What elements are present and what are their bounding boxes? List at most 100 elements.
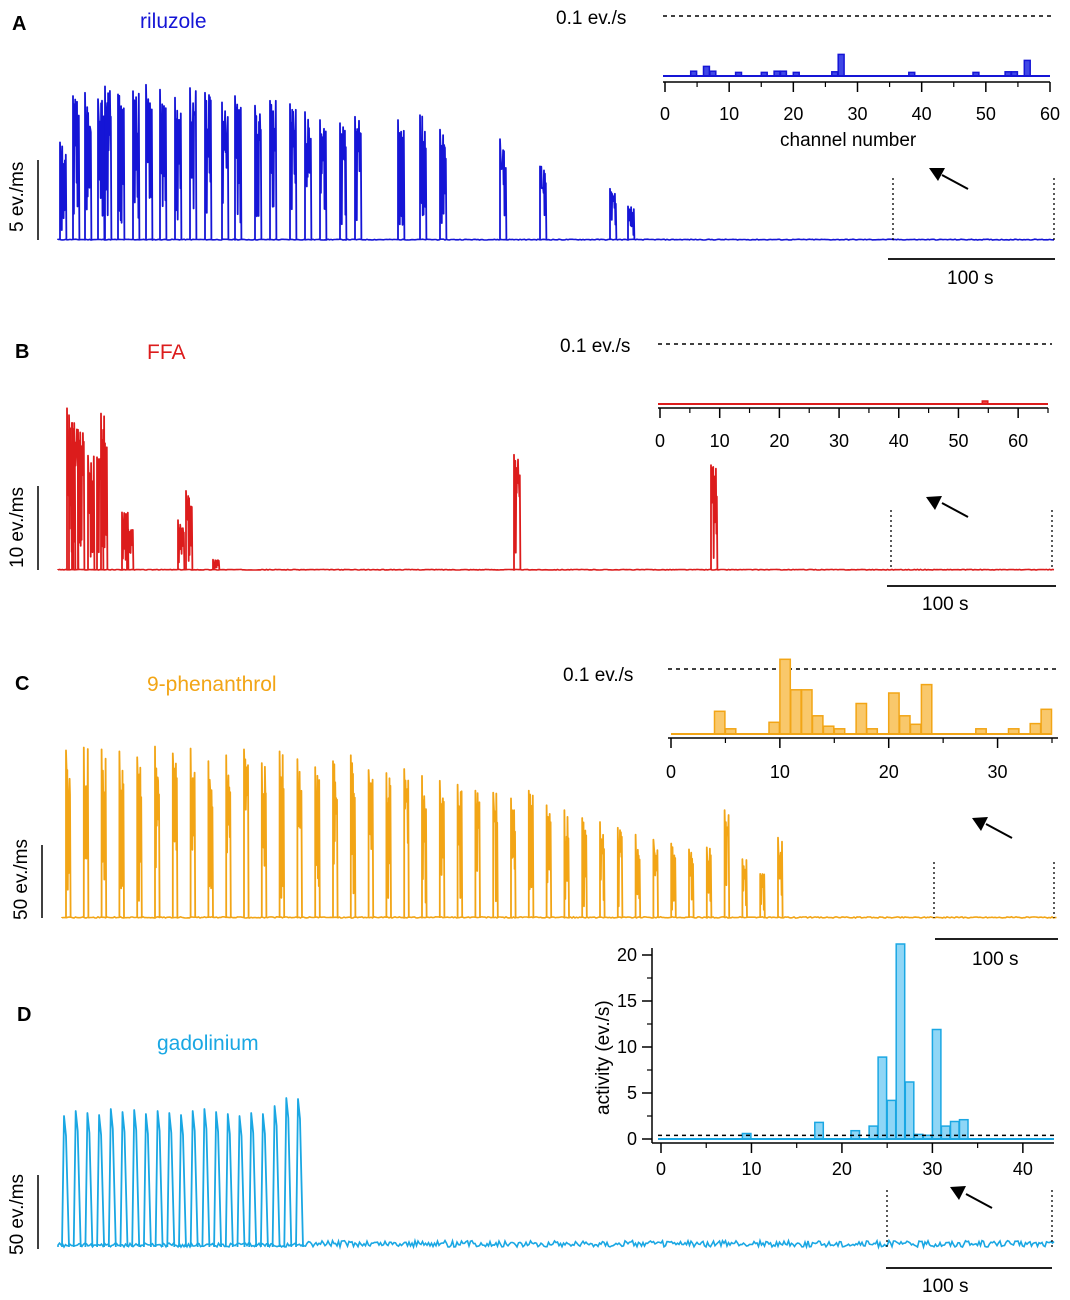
- spike: [166, 1112, 176, 1248]
- spike: [201, 1108, 211, 1248]
- spike: [527, 789, 535, 919]
- inset-bar: [713, 710, 726, 735]
- inset-a-reference-label: 0.1 ev./s: [556, 8, 626, 29]
- spike: [72, 1110, 82, 1248]
- inset-bar: [789, 689, 802, 735]
- inset-a-xlabel: channel number: [780, 130, 917, 151]
- spike: [224, 1113, 234, 1248]
- spike: [213, 1111, 222, 1248]
- spike: [609, 187, 618, 241]
- amplitude-scale-label-b: 10 ev./ms: [7, 487, 28, 568]
- spike: [61, 1115, 70, 1248]
- spike: [145, 83, 154, 241]
- spike: [97, 98, 106, 241]
- title-riluzole: riluzole: [140, 10, 207, 33]
- amplitude-scale-label-c: 50 ev./ms: [11, 839, 32, 920]
- spike: [710, 464, 719, 571]
- inset-d-ylabel: activity (ev./s): [593, 1000, 614, 1115]
- spike: [100, 748, 108, 919]
- inset-a-bars: [689, 53, 1031, 77]
- title-ffa: FFA: [147, 341, 186, 364]
- trace-baseline: [57, 568, 1055, 571]
- spike: [295, 1098, 304, 1248]
- spike: [289, 103, 298, 241]
- panel-b: B FFA 10 ev./ms 100 s 0.1 ev./s 0 10 20 30 4…: [7, 336, 1056, 615]
- inset-b-x-ticks: 0 10 20 30 40 50 60: [655, 408, 1049, 451]
- spike: [65, 749, 72, 919]
- x-tick-label: 60: [1040, 104, 1060, 124]
- spike: [419, 114, 428, 241]
- x-tick-label: 40: [889, 431, 909, 451]
- inset-bar: [855, 702, 868, 735]
- spike: [367, 769, 375, 919]
- arrow-head-c: [972, 817, 988, 831]
- spike: [513, 453, 522, 571]
- spike: [741, 858, 748, 919]
- inset-d-x-ticks: 0 10 20 30 40: [656, 1143, 1033, 1179]
- arrow-head-a: [929, 168, 945, 181]
- inset-bar: [822, 725, 835, 735]
- panel-letter-a: A: [12, 13, 26, 35]
- panel-d: D gadolinium 50 ev./ms 100 s 0 5 10 15 20 ac…: [7, 943, 1055, 1297]
- time-scale-label-d: 100 s: [922, 1276, 968, 1297]
- spike: [283, 1097, 293, 1248]
- spike: [131, 1109, 141, 1248]
- spike: [670, 842, 677, 919]
- spike: [599, 821, 606, 919]
- trace-c: [61, 745, 1057, 919]
- title-gadolinium: gadolinium: [157, 1032, 259, 1055]
- spike: [439, 128, 448, 241]
- inset-bar: [811, 715, 824, 735]
- spike: [616, 826, 624, 919]
- spike: [634, 833, 642, 919]
- arrow-line-c: [985, 823, 1013, 839]
- spike: [397, 119, 406, 241]
- spike: [118, 750, 125, 919]
- spike: [136, 756, 143, 919]
- spike: [510, 797, 517, 919]
- inset-bar: [920, 683, 933, 735]
- spike: [171, 752, 179, 919]
- inset-bar: [904, 1081, 915, 1140]
- x-tick-label: 40: [912, 104, 932, 124]
- amplitude-scale-label-a: 5 ev./ms: [7, 162, 28, 232]
- x-tick-label: 60: [1008, 431, 1028, 451]
- spike: [154, 1110, 164, 1248]
- inset-c: 0.1 ev./s 0 10 20 30: [563, 658, 1058, 782]
- spike: [627, 205, 636, 241]
- inset-bar: [958, 1118, 969, 1140]
- spike: [174, 96, 183, 241]
- spike: [492, 791, 499, 919]
- spike: [119, 1111, 129, 1248]
- x-tick-label: 50: [948, 431, 968, 451]
- spike: [349, 754, 357, 919]
- arrow-b: [926, 496, 969, 518]
- spike: [652, 838, 659, 919]
- panel-letter-d: D: [17, 1004, 31, 1026]
- spike: [72, 95, 81, 241]
- inset-bar: [909, 723, 922, 735]
- spike: [474, 789, 481, 919]
- inset-bar: [768, 721, 781, 735]
- spike: [159, 88, 168, 241]
- trace-baseline: [61, 915, 1057, 919]
- inset-bar: [931, 1028, 942, 1140]
- spike: [96, 1114, 105, 1248]
- panel-c: C 9-phenanthrol 50 ev./ms 100 s 0.1 ev./…: [11, 658, 1058, 970]
- arrow-line-a: [941, 174, 969, 190]
- spike: [499, 138, 508, 241]
- inset-bar: [868, 1125, 879, 1140]
- x-tick-label: 30: [922, 1159, 942, 1179]
- x-tick-label: 30: [829, 431, 849, 451]
- spike: [545, 804, 553, 919]
- spike: [777, 836, 784, 919]
- spike: [278, 750, 286, 919]
- spike: [403, 768, 410, 919]
- x-tick-label: 0: [666, 762, 676, 782]
- panel-letter-c: C: [15, 673, 29, 695]
- spike: [456, 783, 464, 919]
- arrow-head-b: [926, 496, 942, 510]
- spike: [254, 104, 263, 241]
- spike: [236, 1115, 246, 1248]
